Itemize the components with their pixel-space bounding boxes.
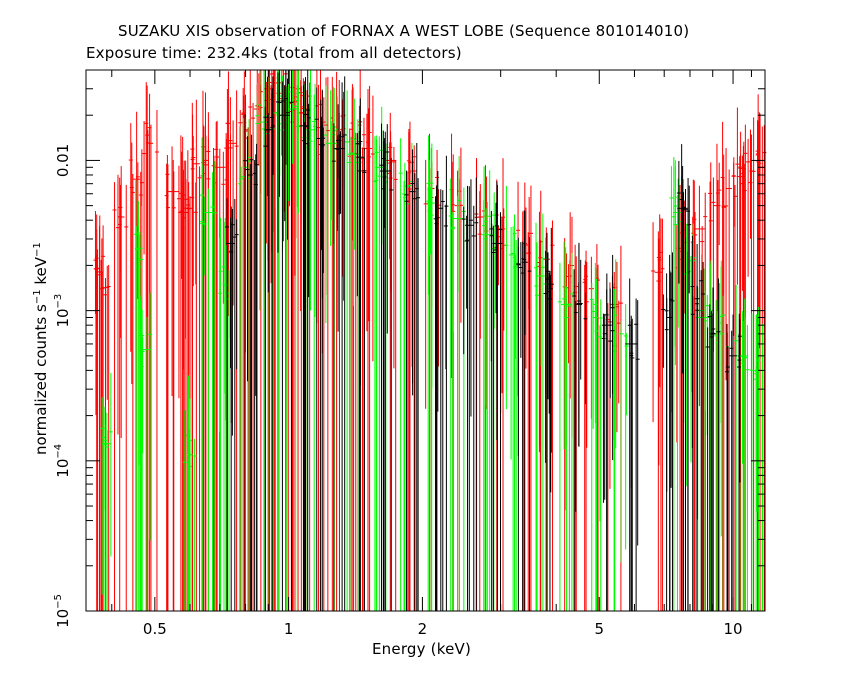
data-point [433,155,449,611]
data-point [360,85,375,611]
data-point [199,137,217,611]
data-point [516,210,532,611]
data-point [572,242,588,611]
data-point [481,166,497,611]
data-point [674,179,687,611]
data-point [625,278,640,611]
data-point [112,166,129,611]
series-layer [93,69,767,611]
data-point [720,121,737,611]
data-point [299,70,311,611]
x-tick-label: 1 [284,620,294,638]
data-point [263,70,276,611]
data-point [276,70,294,611]
data-point [164,146,181,611]
axes-layer: 0.5 1 2 5 10 10−5 10−4 10−3 0.01 [53,69,766,638]
data-point [314,87,326,611]
data-point [543,227,555,611]
series-2 [225,70,742,611]
x-tick-label: 0.5 [143,620,167,638]
data-point [243,114,259,611]
data-point [97,215,111,611]
data-point [749,307,765,611]
plot-frame [85,69,766,612]
data-point [690,235,706,611]
data-point [426,135,437,611]
data-point [489,181,503,611]
y-tick-label: 10−5 [53,594,72,628]
data-point [601,254,615,611]
data-point [725,313,742,611]
data-point [461,177,479,611]
data-point [264,69,277,611]
x-tick-label: 10 [724,620,743,638]
data-point [557,241,574,611]
data-point [612,259,629,611]
chart-subtitle: Exposure time: 232.4ks (total from all d… [86,44,462,62]
data-point [734,285,750,611]
x-axis-label: Energy (keV) [372,640,472,658]
chart-title: SUZAKU XIS observation of FORNAX A WEST … [118,22,690,40]
x-tick-label: 2 [418,620,428,638]
data-point [705,278,721,611]
data-point [331,76,347,611]
data-point [714,260,730,611]
data-point [355,98,367,611]
data-point [284,70,301,611]
data-point [404,143,421,611]
data-point [225,198,239,611]
data-point [504,185,519,611]
y-tick-label: 10−3 [53,294,72,328]
data-point [372,106,388,611]
x-tick-label: 5 [594,620,604,638]
data-point [735,107,746,611]
data-point [449,133,463,611]
data-point [651,214,665,611]
data-point [406,121,417,611]
data-point [676,144,692,611]
data-point [138,292,153,611]
data-point [182,375,197,611]
data-point [661,252,675,611]
data-point [100,372,113,611]
data-point [695,254,713,611]
data-point [190,99,205,611]
data-point [379,123,394,611]
data-point [589,262,603,611]
y-tick-label: 10−4 [53,444,72,478]
y-tick-label: 0.01 [54,144,72,177]
